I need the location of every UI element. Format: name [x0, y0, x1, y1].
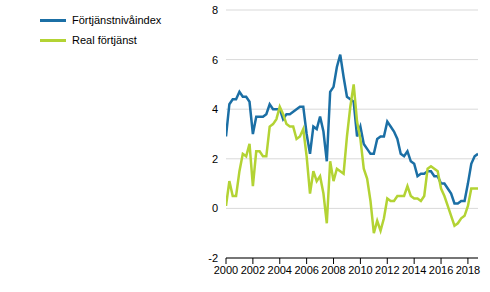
- svg-text:2006: 2006: [294, 264, 318, 276]
- svg-text:2012: 2012: [375, 264, 399, 276]
- svg-text:2004: 2004: [268, 264, 292, 276]
- svg-text:2002: 2002: [241, 264, 265, 276]
- svg-text:2014: 2014: [402, 264, 426, 276]
- svg-text:2018: 2018: [456, 264, 480, 276]
- svg-text:-2: -2: [208, 252, 218, 264]
- svg-text:2: 2: [212, 153, 218, 165]
- svg-text:2010: 2010: [348, 264, 372, 276]
- svg-text:2000: 2000: [214, 264, 238, 276]
- svg-text:0: 0: [212, 202, 218, 214]
- svg-text:8: 8: [212, 4, 218, 16]
- html-text:Real förtjänst: Real förtjänst: [72, 34, 137, 46]
- html-text:Förtjänstnivåindex: Förtjänstnivåindex: [72, 14, 162, 26]
- svg-text:2016: 2016: [429, 264, 453, 276]
- svg-text:2008: 2008: [321, 264, 345, 276]
- svg-text:6: 6: [212, 54, 218, 66]
- svg-text:4: 4: [212, 103, 218, 115]
